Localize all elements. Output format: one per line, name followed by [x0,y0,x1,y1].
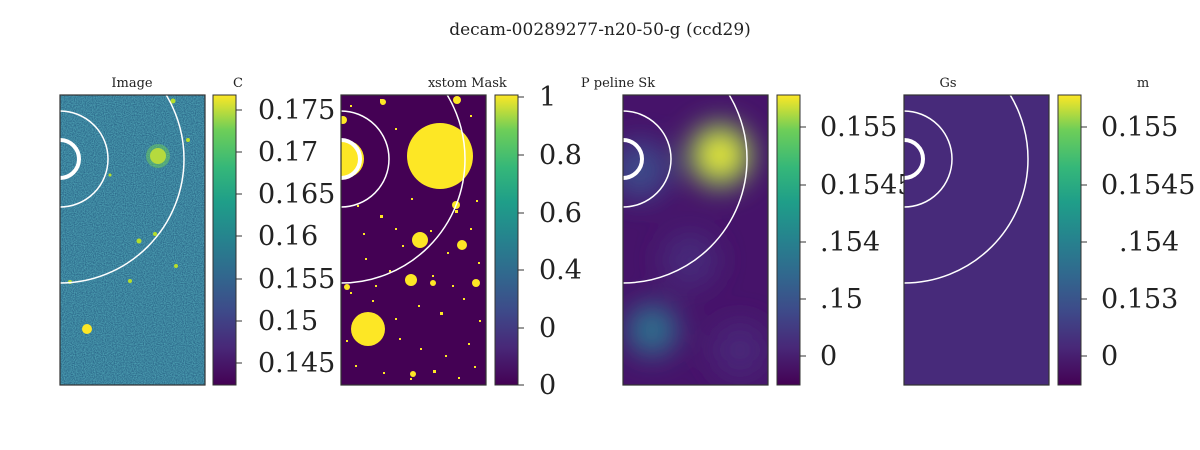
colorbar-tick-label: 0.153 [1101,284,1178,315]
colorbar-tick-label: 0.8 [539,140,582,171]
panel-mask-title-prefix: x [428,76,436,91]
panel-image-title: Image [111,76,153,91]
panel-mask-title: stom Mask [435,76,507,91]
panel-fourth-frame [903,94,1050,386]
panel-pipeline-sky-frame [622,94,769,386]
colorbar-tick-label: 0.165 [258,179,335,210]
colorbar-fourth [1057,94,1082,386]
colorbar-tick-label: 0.175 [258,95,335,126]
image-sources [68,98,190,334]
colorbar-fourth-title: m [1137,76,1149,91]
figure-title: decam-00289277-n20-50-g (ccd29) [449,20,751,40]
panel-image-frame [59,94,206,386]
panel-mask-frame [340,94,487,386]
colorbar-tick-label: 0 [539,370,556,401]
panel-pipeline-sky: P peline Sk 0.155 0.1545 . [581,76,914,386]
colorbar-tick-label: 0.17 [258,137,318,168]
colorbar-tick-label: 0.145 [258,348,335,379]
panel-image: Image C [59,76,335,386]
colorbar-mask-ticks: 1 0.8 0.6 0.4 0 0 [518,82,582,401]
colorbar-tick-label: 0.1545 [1101,170,1195,201]
colorbar-tick-label: 0.155 [820,112,897,143]
panel-pipeline-sky-title: P peline Sk [581,76,655,91]
colorbar-tick-label: 0 [820,341,837,372]
colorbar-tick-label: 0.1545 [820,170,914,201]
colorbar-mask [494,94,519,386]
colorbar-tick-label: 0.15 [258,306,318,337]
colorbar-tick-label: 0.155 [258,264,335,295]
colorbar-tick-label: .154 [1119,227,1179,258]
panel-fourth: Gs m 0.155 0.1545 .154 0.153 0 [903,76,1195,386]
colorbar-tick-label: 0.16 [258,221,318,252]
colorbar-tick-label: 0.6 [539,198,582,229]
colorbar-tick-label: .15 [820,284,863,315]
colorbar-pipeline-sky [776,94,801,386]
colorbar-tick-label: 0.4 [539,255,582,286]
colorbar-image-ticks: 0.175 0.17 0.165 0.16 0.155 0.15 0.145 [236,95,335,379]
colorbar-tick-label: 1 [539,82,556,113]
panel-fourth-title: Gs [939,76,956,91]
colorbar-image [212,94,237,386]
mask-blobs [341,96,480,377]
colorbar-tick-label: 0.155 [1101,112,1178,143]
colorbar-tick-label: .154 [820,227,880,258]
colorbar-tick-label: 0 [1101,341,1118,372]
colorbar-pipeline-sky-ticks: 0.155 0.1545 .154 .15 0 [800,112,914,372]
panel-mask: x stom Mask [340,76,582,401]
colorbar-tick-label: 0 [539,313,556,344]
colorbar-fourth-ticks: 0.155 0.1545 .154 0.153 0 [1081,112,1195,372]
colorbar-image-title: C [233,76,243,91]
